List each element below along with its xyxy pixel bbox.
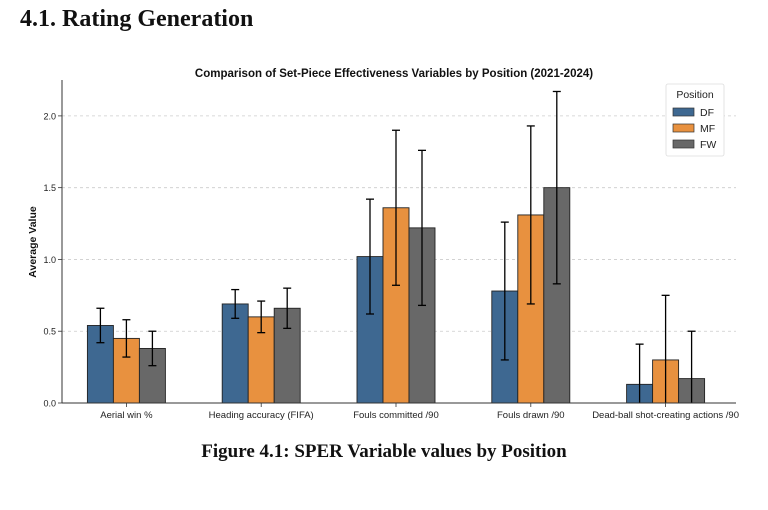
figure-caption: Figure 4.1: SPER Variable values by Posi… (201, 441, 567, 462)
y-tick-label: 1.0 (43, 255, 56, 265)
y-tick-labels: 0.0 0.5 1.0 1.5 2.0 (43, 111, 56, 408)
error-bars-group (96, 90, 696, 403)
legend-label-fw: FW (700, 139, 716, 151)
axes (58, 80, 736, 407)
chart-container: Comparison of Set-Piece Effectiveness Va… (0, 58, 768, 428)
legend-label-mf: MF (700, 123, 715, 135)
x-tick-label: Fouls committed /90 (353, 410, 439, 421)
x-tick-label: Heading accuracy (FIFA) (209, 410, 314, 421)
y-axis-label: Average Value (27, 206, 39, 278)
x-tick-label: Dead-ball shot-creating actions /90 (592, 410, 739, 421)
x-tick-label: Fouls drawn /90 (497, 410, 565, 421)
legend-title: Position (676, 89, 714, 101)
y-tick-label: 2.0 (43, 111, 56, 121)
y-tick-label: 0.0 (43, 399, 56, 409)
chart-title: Comparison of Set-Piece Effectiveness Va… (195, 68, 593, 80)
y-tick-label: 1.5 (43, 183, 56, 193)
bar-chart: Comparison of Set-Piece Effectiveness Va… (27, 68, 739, 421)
legend-swatch-mf (672, 123, 695, 133)
legend-label-df: DF (700, 107, 714, 119)
section-heading: 4.1. Rating Generation (20, 6, 254, 32)
x-tick-label: Aerial win % (100, 410, 153, 421)
legend-swatch-df (672, 107, 695, 117)
x-tick-labels: Aerial win % Heading accuracy (FIFA) Fouls… (100, 410, 739, 421)
legend: Position DF MF FW (665, 83, 725, 157)
legend-swatch-fw (672, 139, 695, 149)
legend-box (665, 83, 725, 157)
y-tick-label: 0.5 (43, 327, 56, 337)
bar-df (221, 303, 249, 404)
